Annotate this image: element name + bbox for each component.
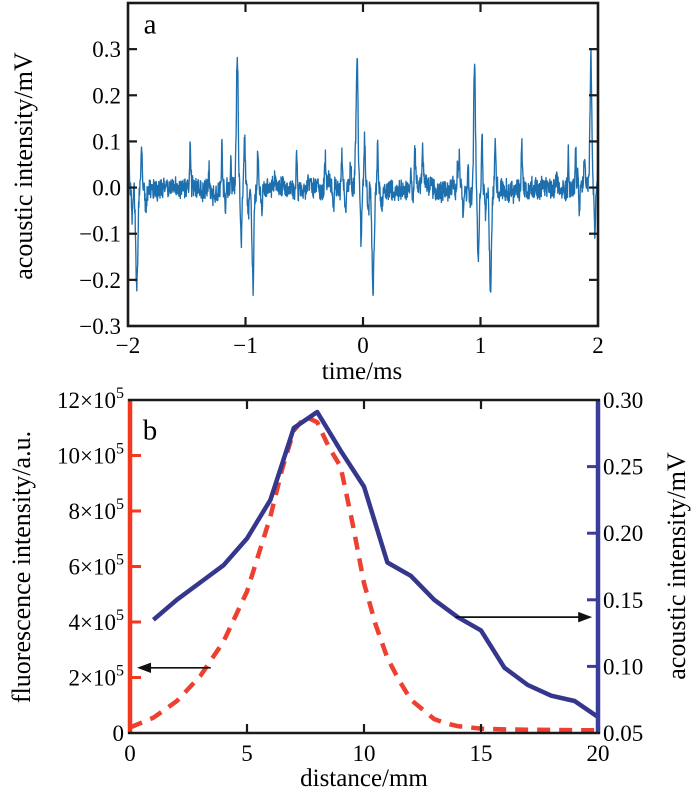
y-tick-label: 0.3	[92, 37, 121, 62]
x-tick-label: 10	[353, 741, 376, 766]
x-tick-label: 15	[470, 741, 493, 766]
acoustic-series-line	[151, 409, 600, 719]
panel-a-y-axis-label: acoustic intensity/mV	[9, 52, 38, 280]
left-tick-label: 10×105	[57, 441, 124, 469]
x-tick-label: −1	[233, 333, 257, 358]
y-tick-label: −0.3	[79, 314, 121, 339]
arrow-to-right-axis	[455, 611, 593, 623]
y-tick-label: 0.0	[92, 176, 121, 201]
arrow-to-left-axis	[137, 662, 211, 673]
panel-a-plot-box	[126, 1, 600, 328]
left-tick-label: 12×105	[57, 385, 124, 413]
panel-a-x-axis-label: time/ms	[321, 358, 403, 385]
panel-a-plot: −2 −1 0 1 2 −0.3 −0.2 −0.1 0.0 0.1 0.2 0.3	[79, 1, 604, 358]
fluorescence-series-line	[129, 414, 598, 733]
right-tick-label: 0.20	[603, 521, 643, 546]
left-tick-label: 8×105	[69, 496, 124, 524]
x-tick-label: 5	[241, 741, 253, 766]
arrow-head	[137, 662, 152, 673]
y-tick-label: −0.1	[79, 222, 121, 247]
arrow-head	[578, 611, 593, 623]
y-tick-label: 0.1	[92, 129, 121, 154]
y-tick-label: −0.2	[79, 268, 121, 293]
panel-b-x-axis-label: distance/mm	[300, 765, 428, 790]
right-tick-label: 0.25	[603, 455, 643, 480]
left-tick-label: 0	[113, 721, 125, 746]
acoustic-signal-trace	[127, 48, 599, 297]
left-tick-label: 6×105	[69, 552, 124, 580]
x-tick-label: 1	[475, 333, 487, 358]
panel-b-left-axis-label: fluorescence intensity/a.u.	[7, 430, 36, 704]
right-tick-label: 0.10	[603, 654, 643, 679]
right-tick-label: 0.05	[603, 721, 643, 746]
left-tick-label: 4×105	[69, 607, 124, 635]
x-tick-label: 2	[592, 333, 604, 358]
right-tick-label: 0.30	[603, 388, 643, 413]
right-tick-label: 0.15	[603, 588, 643, 613]
left-tick-label: 2×105	[69, 663, 124, 691]
x-tick-label: −2	[116, 333, 140, 358]
x-tick-label: 0	[357, 333, 369, 358]
panel-a-letter: a	[143, 8, 157, 41]
x-tick-label: 20	[587, 741, 610, 766]
x-tick-label: 0	[124, 741, 136, 766]
panel-b-plot: 0 5 10 15 20 0 2×105 4×105 6×105 8×105 10×105 12×10…	[57, 385, 643, 766]
panel-b-right-axis-label: acoustic intensity/mV	[662, 452, 691, 680]
panel-b-letter: b	[142, 414, 158, 447]
y-tick-label: 0.2	[92, 83, 121, 108]
